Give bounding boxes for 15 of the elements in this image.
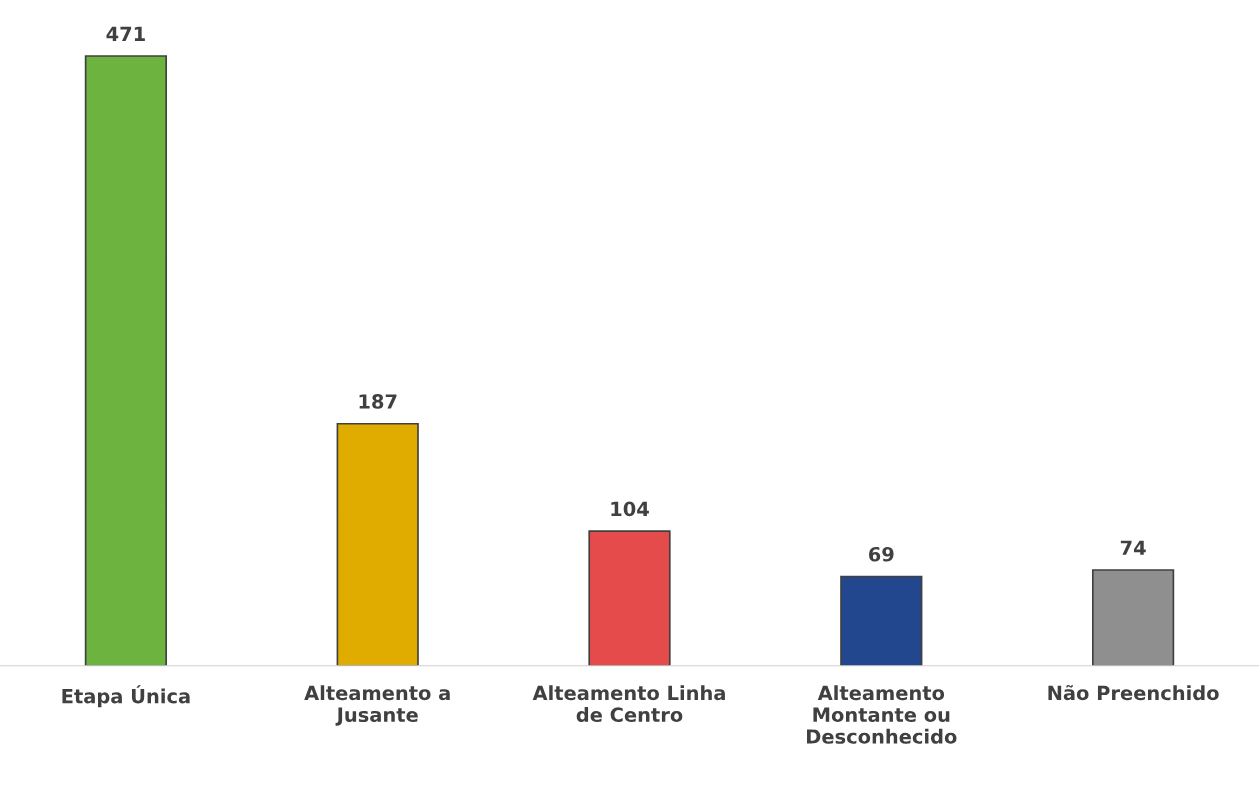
- x-tick-label: Alteamento a Jusante: [304, 685, 450, 726]
- bar: [1091, 569, 1175, 666]
- bar: [84, 55, 168, 666]
- data-label: 69: [868, 546, 894, 562]
- bar: [840, 575, 923, 666]
- data-label: 187: [359, 394, 397, 409]
- data-label: 471: [106, 26, 145, 41]
- data-label: 104: [611, 501, 649, 517]
- x-tick-label: Etapa Única: [62, 685, 190, 708]
- x-tick-label: Não Preenchido: [1048, 684, 1219, 701]
- bar: [336, 422, 419, 666]
- x-tick-label: Alteamento Montante ou Desconhecido: [807, 685, 957, 744]
- x-tick-label: Alteamento Linha de Centro: [532, 685, 725, 723]
- bar: [588, 530, 671, 666]
- data-label: 74: [1120, 540, 1146, 555]
